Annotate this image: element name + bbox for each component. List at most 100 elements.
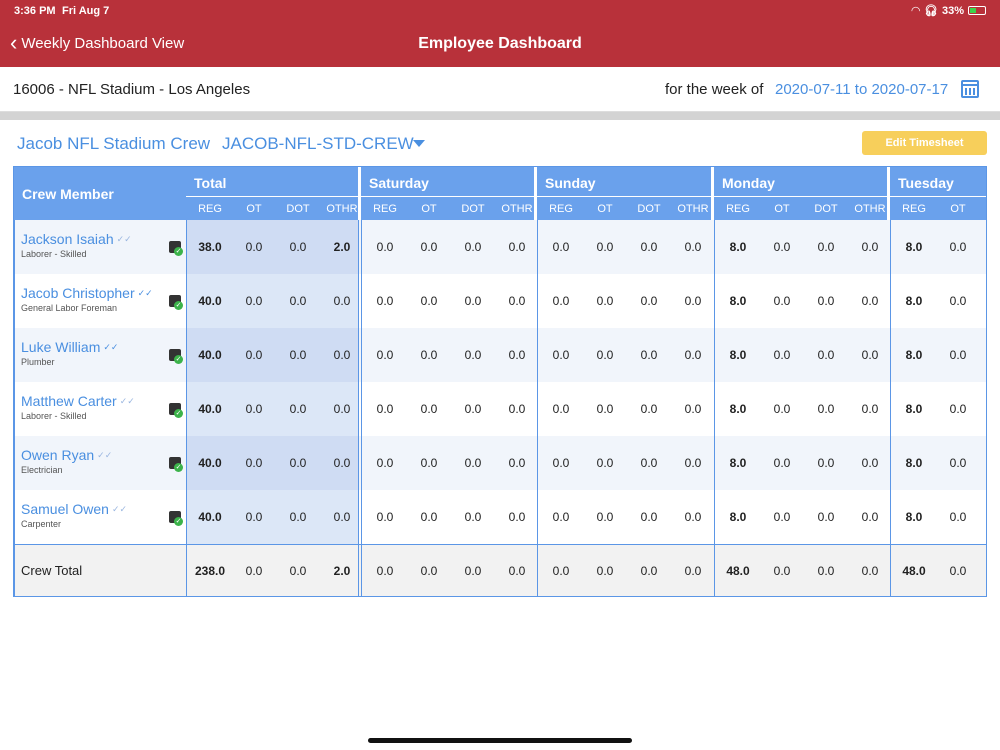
hours-cell[interactable]: 0.0 <box>245 240 263 254</box>
hours-cell[interactable]: 0.0 <box>949 348 967 362</box>
hours-cell[interactable]: 0.0 <box>464 348 482 362</box>
employee-name-link[interactable]: Matthew Carter ✓✓ <box>21 393 135 409</box>
hours-cell[interactable]: 0.0 <box>861 240 879 254</box>
hours-cell[interactable]: 0.0 <box>376 240 394 254</box>
hours-cell[interactable]: 0.0 <box>817 240 835 254</box>
hours-cell[interactable]: 0.0 <box>684 402 702 416</box>
hours-cell[interactable]: 0.0 <box>289 510 307 524</box>
hours-cell[interactable]: 0.0 <box>640 456 658 470</box>
hours-cell[interactable]: 40.0 <box>198 348 222 362</box>
hours-cell[interactable]: 0.0 <box>684 240 702 254</box>
hours-cell[interactable]: 0.0 <box>420 456 438 470</box>
hours-cell[interactable]: 0.0 <box>508 294 526 308</box>
hours-cell[interactable]: 0.0 <box>949 294 967 308</box>
hours-cell[interactable]: 0.0 <box>552 348 570 362</box>
employee-name-link[interactable]: Jacob Christopher ✓✓ <box>21 285 153 301</box>
hours-cell[interactable]: 38.0 <box>198 240 222 254</box>
hours-cell[interactable]: 0.0 <box>333 456 351 470</box>
hours-cell[interactable]: 0.0 <box>596 510 614 524</box>
hours-cell[interactable]: 0.0 <box>773 240 791 254</box>
hours-cell[interactable]: 0.0 <box>640 510 658 524</box>
hours-cell[interactable]: 0.0 <box>420 240 438 254</box>
hours-cell[interactable]: 0.0 <box>640 294 658 308</box>
hours-cell[interactable]: 0.0 <box>289 240 307 254</box>
hours-cell[interactable]: 0.0 <box>420 510 438 524</box>
hours-cell[interactable]: 0.0 <box>817 402 835 416</box>
hours-cell[interactable]: 8.0 <box>729 294 747 308</box>
hours-cell[interactable]: 0.0 <box>289 402 307 416</box>
hours-cell[interactable]: 0.0 <box>640 402 658 416</box>
caret-down-icon[interactable] <box>413 140 425 147</box>
hours-cell[interactable]: 40.0 <box>198 294 222 308</box>
hours-cell[interactable]: 0.0 <box>376 348 394 362</box>
timesheet-status-icon[interactable] <box>169 349 183 364</box>
timesheet-status-icon[interactable] <box>169 511 183 526</box>
hours-cell[interactable]: 0.0 <box>464 456 482 470</box>
hours-cell[interactable]: 0.0 <box>245 456 263 470</box>
hours-cell[interactable]: 0.0 <box>596 294 614 308</box>
hours-cell[interactable]: 0.0 <box>508 456 526 470</box>
hours-cell[interactable]: 0.0 <box>333 348 351 362</box>
hours-cell[interactable]: 0.0 <box>333 510 351 524</box>
hours-cell[interactable]: 8.0 <box>905 402 923 416</box>
hours-cell[interactable]: 0.0 <box>596 402 614 416</box>
hours-cell[interactable]: 0.0 <box>245 402 263 416</box>
hours-cell[interactable]: 0.0 <box>861 402 879 416</box>
hours-cell[interactable]: 0.0 <box>420 348 438 362</box>
hours-cell[interactable]: 0.0 <box>773 510 791 524</box>
timesheet-status-icon[interactable] <box>169 403 183 418</box>
hours-cell[interactable]: 8.0 <box>729 456 747 470</box>
hours-cell[interactable]: 8.0 <box>729 240 747 254</box>
hours-cell[interactable]: 0.0 <box>773 402 791 416</box>
timesheet-status-icon[interactable] <box>169 295 183 310</box>
hours-cell[interactable]: 0.0 <box>684 456 702 470</box>
hours-cell[interactable]: 0.0 <box>508 348 526 362</box>
home-indicator[interactable] <box>368 738 632 743</box>
hours-cell[interactable]: 0.0 <box>640 348 658 362</box>
hours-cell[interactable]: 0.0 <box>552 294 570 308</box>
hours-cell[interactable]: 0.0 <box>245 510 263 524</box>
employee-name-link[interactable]: Samuel Owen ✓✓ <box>21 501 127 517</box>
hours-cell[interactable]: 0.0 <box>817 456 835 470</box>
timesheet-status-icon[interactable] <box>169 457 183 472</box>
hours-cell[interactable]: 0.0 <box>684 348 702 362</box>
hours-cell[interactable]: 0.0 <box>773 348 791 362</box>
hours-cell[interactable]: 0.0 <box>817 294 835 308</box>
hours-cell[interactable]: 0.0 <box>376 402 394 416</box>
hours-cell[interactable]: 0.0 <box>464 510 482 524</box>
hours-cell[interactable]: 0.0 <box>684 294 702 308</box>
crew-selector[interactable]: JACOB-NFL-STD-CREW <box>222 134 414 153</box>
employee-name-link[interactable]: Jackson Isaiah ✓✓ <box>21 231 132 247</box>
hours-cell[interactable]: 8.0 <box>905 294 923 308</box>
hours-cell[interactable]: 0.0 <box>420 402 438 416</box>
hours-cell[interactable]: 8.0 <box>905 240 923 254</box>
timesheet-status-icon[interactable] <box>169 241 183 256</box>
hours-cell[interactable]: 0.0 <box>817 348 835 362</box>
hours-cell[interactable]: 0.0 <box>596 456 614 470</box>
week-range-link[interactable]: 2020-07-11 to 2020-07-17 <box>775 81 949 98</box>
hours-cell[interactable]: 0.0 <box>949 510 967 524</box>
employee-name-link[interactable]: Luke William ✓✓ <box>21 339 118 355</box>
hours-cell[interactable]: 0.0 <box>861 510 879 524</box>
hours-cell[interactable]: 0.0 <box>376 294 394 308</box>
hours-cell[interactable]: 0.0 <box>552 240 570 254</box>
hours-cell[interactable]: 0.0 <box>508 510 526 524</box>
hours-cell[interactable]: 8.0 <box>905 456 923 470</box>
hours-cell[interactable]: 0.0 <box>949 402 967 416</box>
hours-cell[interactable]: 0.0 <box>684 510 702 524</box>
hours-cell[interactable]: 0.0 <box>773 294 791 308</box>
hours-cell[interactable]: 40.0 <box>198 402 222 416</box>
hours-cell[interactable]: 0.0 <box>376 510 394 524</box>
hours-cell[interactable]: 40.0 <box>198 456 222 470</box>
employee-name-link[interactable]: Owen Ryan ✓✓ <box>21 447 112 463</box>
hours-cell[interactable]: 0.0 <box>949 240 967 254</box>
hours-cell[interactable]: 0.0 <box>552 510 570 524</box>
hours-cell[interactable]: 0.0 <box>245 348 263 362</box>
hours-cell[interactable]: 0.0 <box>861 294 879 308</box>
hours-cell[interactable]: 0.0 <box>289 348 307 362</box>
hours-cell[interactable]: 0.0 <box>376 456 394 470</box>
back-button[interactable]: ‹ Weekly Dashboard View <box>10 32 184 54</box>
hours-cell[interactable]: 8.0 <box>729 402 747 416</box>
edit-timesheet-button[interactable]: Edit Timesheet <box>862 131 987 155</box>
hours-cell[interactable]: 2.0 <box>333 240 351 254</box>
